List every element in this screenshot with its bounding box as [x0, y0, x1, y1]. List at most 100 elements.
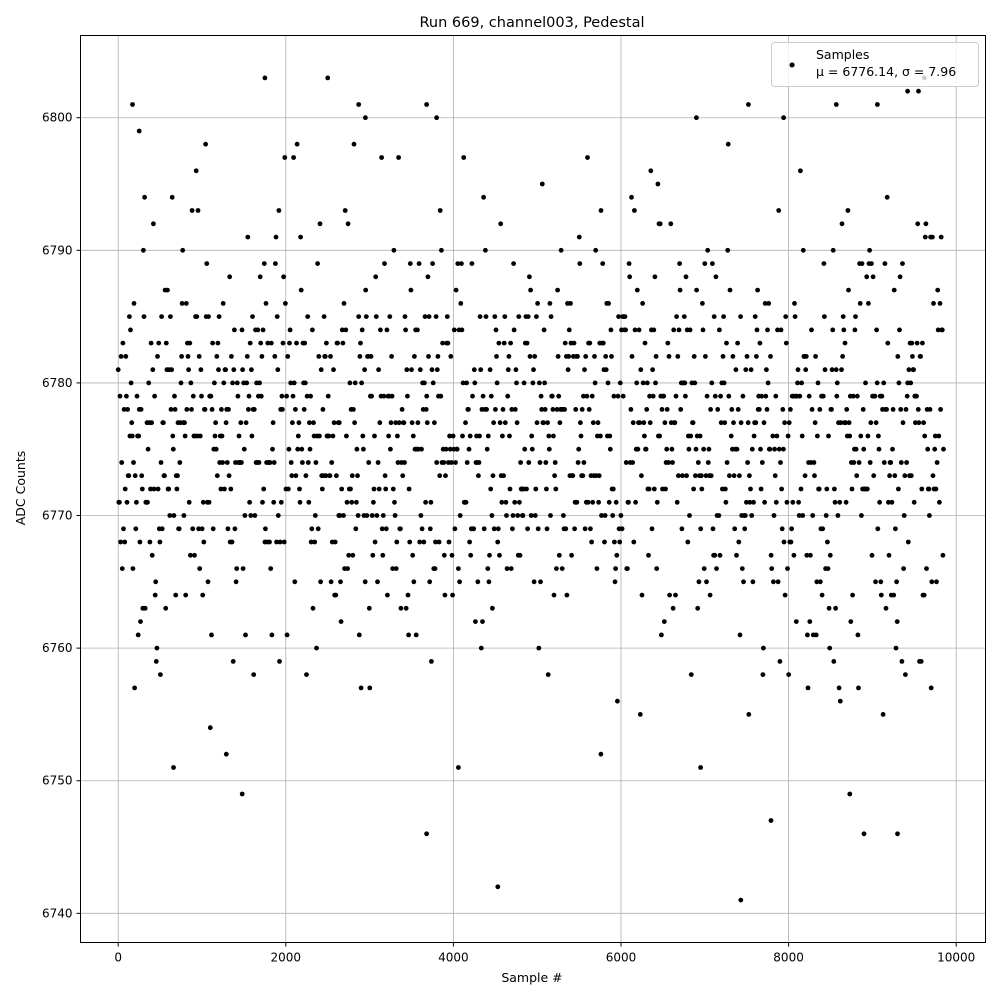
data-point — [630, 420, 636, 426]
data-point — [691, 354, 697, 359]
data-point — [708, 473, 714, 479]
data-point — [752, 314, 758, 319]
data-point — [483, 314, 489, 319]
data-point — [652, 274, 658, 280]
data-point — [831, 659, 837, 664]
data-point — [115, 367, 121, 373]
data-point — [333, 592, 339, 598]
data-point — [319, 486, 325, 492]
data-point — [292, 579, 298, 585]
data-point — [502, 314, 508, 319]
data-point — [298, 234, 303, 240]
data-point — [225, 526, 231, 532]
data-point — [512, 407, 518, 412]
data-point — [141, 247, 146, 253]
data-point — [894, 579, 899, 585]
data-point — [718, 393, 723, 399]
data-point — [809, 327, 814, 333]
data-point — [791, 552, 797, 558]
data-point — [720, 354, 726, 359]
data-point — [629, 194, 634, 200]
data-point — [726, 393, 732, 399]
data-point — [813, 632, 819, 638]
data-point — [393, 566, 399, 571]
data-point — [280, 407, 285, 412]
data-point — [395, 433, 400, 439]
data-point — [219, 433, 225, 439]
y-tick-label: 6760 — [42, 641, 73, 655]
data-point — [506, 354, 512, 359]
data-point — [170, 433, 176, 439]
data-point — [844, 407, 850, 412]
data-point — [792, 314, 798, 319]
data-point — [277, 659, 282, 664]
data-point — [930, 473, 936, 479]
data-point — [240, 566, 246, 571]
data-point — [288, 380, 294, 386]
data-point — [639, 592, 645, 598]
data-point — [771, 579, 776, 585]
data-point — [733, 367, 739, 373]
data-point — [510, 526, 515, 532]
data-point — [304, 672, 309, 677]
data-point — [466, 446, 472, 452]
data-point — [853, 446, 859, 452]
data-point — [286, 446, 292, 452]
data-point — [324, 340, 329, 346]
data-point — [731, 473, 737, 479]
data-point — [303, 473, 309, 479]
data-point — [775, 327, 780, 333]
data-point — [684, 473, 689, 479]
data-point — [671, 327, 677, 333]
data-point — [351, 407, 356, 412]
data-point — [453, 460, 458, 465]
data-point — [169, 194, 175, 200]
data-point — [478, 645, 484, 651]
data-point — [881, 380, 887, 386]
data-point — [149, 552, 155, 558]
data-point — [843, 420, 848, 426]
data-point — [796, 499, 801, 505]
data-point — [423, 499, 428, 505]
data-point — [289, 473, 295, 479]
data-point — [402, 314, 408, 319]
data-point — [146, 380, 152, 386]
data-point — [347, 380, 353, 386]
data-point — [189, 407, 194, 412]
data-point — [511, 261, 516, 266]
data-point — [772, 446, 777, 452]
data-point — [226, 473, 232, 479]
data-point — [299, 446, 305, 452]
data-point — [169, 367, 175, 373]
data-point — [800, 247, 806, 253]
data-point — [258, 393, 264, 399]
data-point — [450, 592, 455, 598]
data-point — [394, 539, 400, 545]
data-point — [808, 552, 813, 558]
data-point — [238, 420, 244, 426]
data-point — [618, 513, 624, 518]
data-point — [500, 407, 506, 412]
data-point — [447, 446, 453, 452]
data-point — [170, 446, 176, 452]
data-point — [509, 407, 515, 412]
data-point — [438, 393, 444, 399]
data-point — [220, 301, 226, 306]
data-point — [595, 420, 601, 426]
data-point — [305, 460, 311, 465]
data-point — [886, 499, 891, 505]
data-point — [662, 420, 668, 426]
data-point — [403, 327, 408, 333]
data-point — [196, 354, 202, 359]
data-point — [399, 407, 405, 412]
data-point — [349, 473, 355, 479]
data-point — [648, 168, 654, 174]
data-point — [552, 473, 557, 479]
data-point — [335, 340, 340, 346]
data-point — [460, 380, 466, 386]
data-point — [779, 486, 784, 492]
data-point — [603, 367, 609, 373]
data-point — [525, 314, 531, 319]
data-point — [732, 526, 738, 532]
data-point — [915, 407, 921, 412]
